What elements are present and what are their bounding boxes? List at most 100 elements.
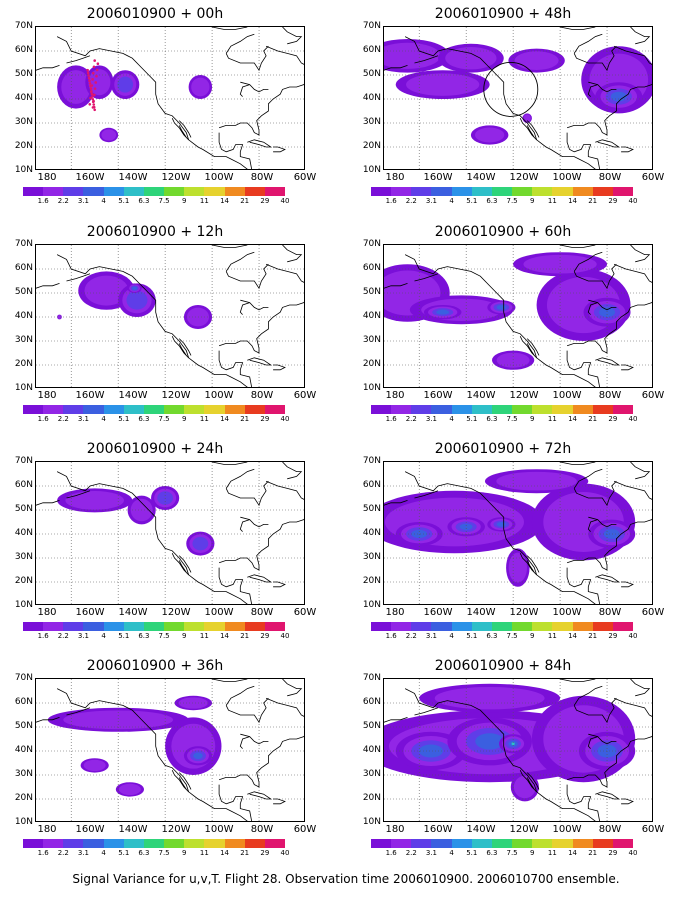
variance-contour — [511, 742, 515, 746]
colorbar-tick-label: 21 — [240, 415, 250, 423]
figure-caption: Signal Variance for u,v,T. Flight 28. Ob… — [72, 872, 620, 886]
observation-marker — [89, 87, 93, 90]
colorbar-swatch — [491, 405, 513, 414]
colorbar-swatch — [552, 622, 573, 631]
lat-tick-label: 40N — [14, 528, 33, 538]
coastline — [573, 685, 603, 706]
colorbar-swatch — [371, 839, 392, 848]
map-svg — [36, 245, 304, 387]
lat-tick-label: 60N — [14, 45, 33, 55]
lon-tick-label: 160W — [423, 607, 453, 618]
lat-tick-label: 10N — [362, 600, 381, 610]
variance-contour — [418, 744, 443, 758]
colorbar-swatch — [123, 622, 144, 631]
colorbar-tick-label: 40 — [280, 849, 290, 857]
lat-tick-label: 30N — [362, 117, 381, 127]
coastline — [218, 350, 253, 387]
colorbar-tick-label: 2.2 — [57, 415, 69, 423]
coastline — [621, 798, 634, 805]
colorbar-swatch — [411, 405, 432, 414]
colorbar-tick-label: 14 — [220, 197, 229, 205]
coastline — [225, 263, 269, 290]
colorbar-tick-label: 40 — [280, 197, 290, 205]
colorbar-tick-label: 7.5 — [158, 197, 170, 205]
map-area — [383, 244, 653, 388]
coastline — [595, 574, 621, 583]
coastline — [282, 679, 303, 697]
coastline — [265, 263, 304, 283]
coastline — [171, 118, 189, 141]
lat-tick-label: 30N — [362, 335, 381, 345]
colorbar-tick-label: 21 — [588, 849, 598, 857]
coastline — [566, 784, 601, 821]
colorbar-tick-label: 11 — [199, 849, 209, 857]
coastline — [384, 283, 408, 289]
coastline — [414, 55, 439, 64]
colorbar-swatch — [143, 405, 165, 414]
coastline — [218, 567, 253, 604]
coastline — [265, 697, 304, 717]
coastline — [36, 283, 60, 289]
coastline — [414, 707, 439, 716]
coastline — [240, 516, 269, 528]
lat-tick-label: 50N — [14, 721, 33, 731]
lat-tick-label: 40N — [14, 311, 33, 321]
colorbar-tick-label: 4 — [101, 849, 106, 857]
colorbar-tick-label: 3.1 — [77, 197, 90, 205]
colorbar-tick-label: 7.5 — [158, 415, 170, 423]
colorbar-swatch — [184, 187, 205, 196]
colorbar-swatch — [224, 839, 245, 848]
colorbar-tick-label: 5.1 — [118, 415, 130, 423]
colorbar-tick-label: 9 — [181, 415, 187, 423]
lon-tick-label: 120W — [161, 172, 191, 183]
lat-tick-label: 20N — [362, 793, 381, 803]
colorbar-swatch — [143, 622, 165, 631]
lat-tick-label: 10N — [14, 600, 33, 610]
coastline — [282, 462, 303, 480]
colorbar-tick-label: 9 — [529, 197, 535, 205]
colorbar-swatch — [391, 839, 412, 848]
map-area — [383, 26, 653, 170]
colorbar-tick-label: 6.3 — [486, 415, 498, 423]
colorbar-tick-label: 29 — [260, 632, 270, 640]
lat-tick-label: 10N — [362, 165, 381, 175]
lat-tick-label: 20N — [14, 141, 33, 151]
colorbar-swatch — [592, 839, 613, 848]
colorbar-labels: 1.6 2.2 3.1 4 5.1 6.3 7.5 9 11 14 21 29 40 — [23, 849, 290, 859]
coastline — [630, 245, 651, 263]
coastline — [212, 27, 248, 30]
colorbar-tick-label: 2.2 — [405, 632, 417, 640]
colorbar-swatch — [512, 839, 533, 848]
colorbar-swatch — [431, 187, 452, 196]
colorbar-swatch — [83, 187, 104, 196]
coastline — [239, 302, 250, 315]
variance-contour — [445, 46, 497, 70]
colorbar-swatch — [612, 622, 634, 631]
variance-contour — [496, 521, 507, 527]
coastline — [560, 679, 596, 682]
variance-contour — [496, 471, 577, 491]
coastline — [240, 299, 269, 311]
observation-marker — [91, 71, 95, 75]
coastline — [247, 791, 273, 800]
colorbar-labels: 1.6 2.2 3.1 4 5.1 6.3 7.5 9 11 14 21 29 40 — [371, 415, 638, 425]
lat-tick-label: 50N — [14, 287, 33, 297]
lat-tick-label: 10N — [14, 383, 33, 393]
lon-tick-label: 180 — [37, 172, 57, 183]
map-panel: 2006010900 + 84h 70N 60N 50N 40N 30N 20N 10N 180… — [353, 658, 665, 868]
colorbar-swatch — [23, 839, 44, 848]
map-panel: 2006010900 + 24h 70N 60N 50N 40N 30N 20N 10N 180… — [5, 441, 317, 651]
colorbar-tick-label: 5.1 — [118, 849, 130, 857]
colorbar-swatch — [264, 622, 286, 631]
colorbar-tick-label: 1.6 — [37, 849, 49, 857]
lon-tick-label: 160W — [423, 172, 453, 183]
colorbar-swatch — [244, 405, 265, 414]
lon-tick-label: 100W — [552, 172, 582, 183]
colorbar-swatch — [471, 187, 492, 196]
colorbar-tick-label: 5.1 — [466, 849, 478, 857]
colorbar-tick-label: 2.2 — [405, 197, 417, 205]
coastline — [613, 45, 652, 65]
lat-tick-label: 40N — [362, 93, 381, 103]
colorbar-tick-label: 21 — [588, 632, 598, 640]
colorbar-swatch — [143, 839, 165, 848]
